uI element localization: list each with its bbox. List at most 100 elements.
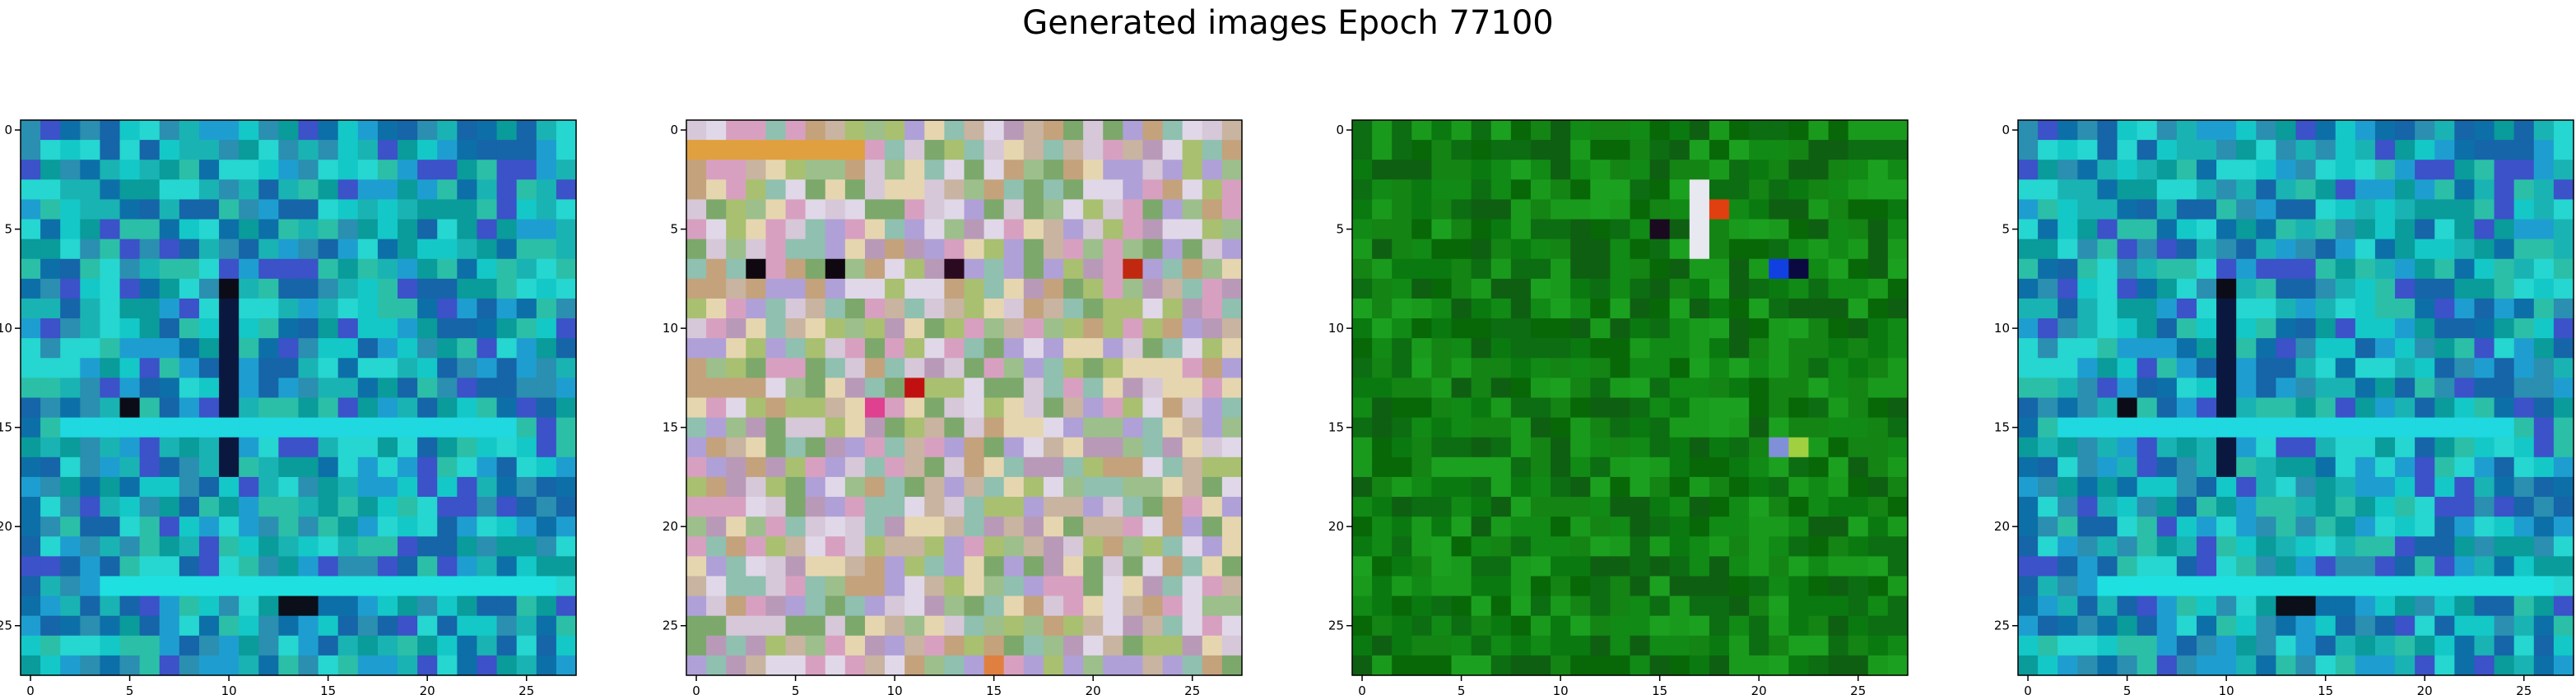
image-pixel bbox=[726, 576, 746, 597]
image-pixel bbox=[337, 239, 359, 260]
image-pixel bbox=[2355, 417, 2376, 438]
image-pixel bbox=[1788, 358, 1810, 378]
image-pixel bbox=[1123, 378, 1144, 399]
image-pixel bbox=[2513, 318, 2535, 339]
image-pixel bbox=[864, 199, 886, 220]
x-tick-label: 0 bbox=[692, 683, 700, 695]
image-pixel bbox=[556, 397, 577, 419]
image-pixel bbox=[765, 318, 787, 339]
image-pixel bbox=[1610, 219, 1631, 240]
image-pixel bbox=[1729, 120, 1750, 141]
image-pixel bbox=[337, 160, 359, 180]
image-pixel bbox=[1808, 338, 1830, 359]
image-pixel bbox=[2415, 635, 2435, 656]
image-pixel bbox=[417, 298, 438, 319]
image-pixel bbox=[1530, 318, 1551, 339]
image-pixel bbox=[825, 517, 846, 537]
image-pixel bbox=[1451, 397, 1472, 419]
image-pixel bbox=[805, 160, 826, 180]
image-pixel bbox=[1043, 258, 1064, 280]
image-pixel bbox=[179, 378, 200, 399]
image-pixel bbox=[746, 437, 767, 458]
image-pixel bbox=[2513, 120, 2535, 141]
image-pixel bbox=[1043, 397, 1064, 419]
image-pixel bbox=[746, 160, 767, 180]
image-pixel bbox=[60, 239, 81, 260]
image-pixel bbox=[785, 160, 807, 180]
image-pixel bbox=[1471, 239, 1492, 260]
image-pixel bbox=[318, 179, 339, 201]
image-pixel bbox=[2494, 536, 2515, 557]
image-pixel bbox=[139, 536, 160, 557]
image-pixel bbox=[885, 239, 905, 260]
image-pixel bbox=[1749, 278, 1769, 299]
image-pixel bbox=[377, 358, 398, 378]
image-pixel bbox=[1808, 595, 1830, 617]
image-pixel bbox=[825, 140, 846, 160]
image-pixel bbox=[198, 179, 220, 201]
image-pixel bbox=[2117, 417, 2138, 438]
image-pixel bbox=[1828, 615, 1849, 637]
image-pixel bbox=[2553, 576, 2574, 597]
image-pixel bbox=[1610, 655, 1631, 676]
image-pixel bbox=[1103, 456, 1123, 478]
image-pixel bbox=[1788, 417, 1810, 438]
image-pixel bbox=[2454, 120, 2476, 141]
image-pixel bbox=[516, 318, 537, 339]
image-pixel bbox=[1887, 595, 1909, 617]
image-pixel bbox=[318, 239, 339, 260]
image-pixel bbox=[1083, 120, 1104, 141]
image-pixel bbox=[1123, 517, 1144, 537]
image-pixel bbox=[1769, 437, 1789, 458]
image-pixel bbox=[904, 595, 925, 617]
image-pixel bbox=[2097, 298, 2118, 319]
image-pixel bbox=[60, 476, 81, 498]
image-pixel bbox=[1530, 378, 1551, 399]
image-pixel bbox=[2355, 160, 2376, 180]
image-pixel bbox=[2315, 278, 2337, 299]
image-pixel bbox=[2355, 298, 2376, 319]
image-pixel bbox=[556, 140, 577, 160]
image-pixel bbox=[2315, 239, 2337, 260]
image-pixel bbox=[2434, 476, 2455, 498]
image-pixel bbox=[2276, 397, 2297, 419]
image-pixel bbox=[1451, 258, 1472, 280]
image-pixel bbox=[21, 199, 41, 220]
image-pixel bbox=[119, 239, 141, 260]
image-pixel bbox=[1043, 358, 1064, 378]
image-pixel bbox=[904, 536, 925, 557]
image-pixel bbox=[159, 199, 180, 220]
image-pixel bbox=[2137, 417, 2158, 438]
image-pixel bbox=[2156, 199, 2178, 220]
image-pixel bbox=[357, 517, 379, 537]
image-pixel bbox=[1063, 140, 1084, 160]
image-pixel bbox=[2137, 517, 2158, 537]
image-pixel bbox=[1221, 635, 1243, 656]
image-pixel bbox=[2474, 338, 2495, 359]
image-pixel bbox=[686, 476, 707, 498]
image-pixel bbox=[357, 576, 379, 597]
image-pixel bbox=[785, 318, 807, 339]
image-pixel bbox=[2374, 635, 2396, 656]
image-pixel bbox=[825, 199, 846, 220]
image-pixel bbox=[2415, 219, 2435, 240]
image-pixel bbox=[1411, 258, 1433, 280]
image-pixel bbox=[2474, 199, 2495, 220]
image-pixel bbox=[1610, 358, 1631, 378]
image-pixel bbox=[1490, 179, 1512, 201]
image-pixel bbox=[2038, 576, 2058, 597]
image-pixel bbox=[159, 239, 180, 260]
image-pixel bbox=[1063, 595, 1084, 617]
x-tick-label: 5 bbox=[1458, 683, 1466, 695]
image-pixel bbox=[1202, 179, 1223, 201]
image-pixel bbox=[1610, 397, 1631, 419]
image-pixel bbox=[457, 258, 478, 280]
image-pixel bbox=[80, 556, 101, 577]
image-pixel bbox=[706, 298, 727, 319]
image-pixel bbox=[2018, 517, 2039, 537]
image-pixel bbox=[1162, 417, 1183, 438]
image-pixel bbox=[2434, 595, 2455, 617]
x-tick-label: 5 bbox=[792, 683, 800, 695]
image-pixel bbox=[1590, 338, 1611, 359]
